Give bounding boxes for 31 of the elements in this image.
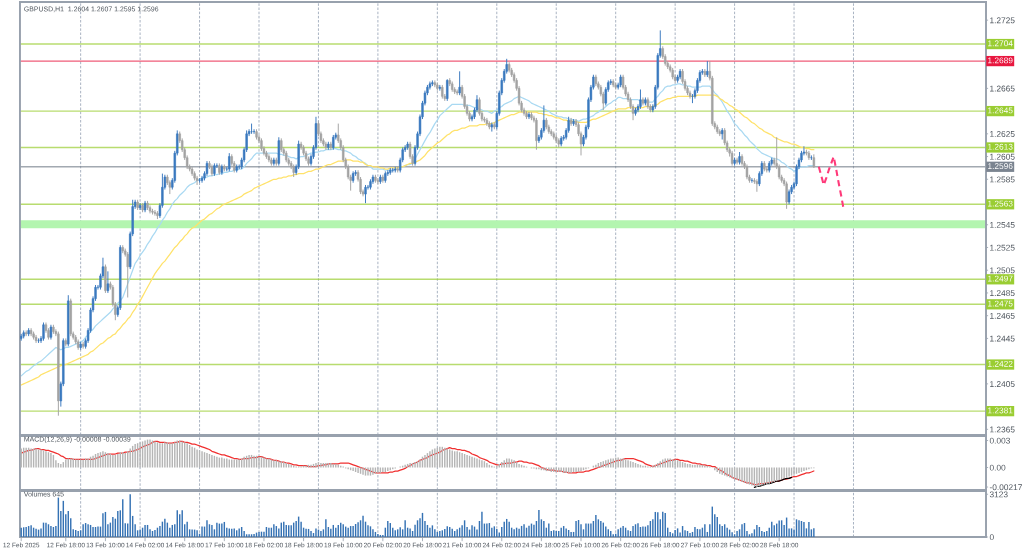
y-tick-label: 1.2625 <box>990 131 1015 137</box>
y-tick-label: 1.2585 <box>990 176 1015 183</box>
y-tick-label: 1.2545 <box>990 221 1015 228</box>
y-tick-label: 1.2665 <box>990 85 1015 92</box>
y-tick-label: 0 <box>989 534 994 541</box>
y-tick-label: 1.2525 <box>990 244 1015 251</box>
y-tick-label: 1.2405 <box>990 381 1015 387</box>
line-series <box>817 155 845 210</box>
y-tick-label: 0.003 <box>989 437 1010 444</box>
y-tick-label: 1.2365 <box>990 426 1015 433</box>
ref-line-label: 1.2497 <box>988 275 1013 282</box>
ref-line-label: 1.2596 <box>988 163 1013 170</box>
line-series <box>753 476 793 488</box>
y-tick-label: 1.2465 <box>990 312 1015 319</box>
y-tick-label: 0.00 <box>989 464 1006 471</box>
y-tick-label: 1.2485 <box>990 290 1015 297</box>
ref-line-label: 1.2689 <box>988 57 1013 64</box>
ref-line-label: 1.2422 <box>988 360 1013 367</box>
ref-line-label: 1.2475 <box>988 300 1013 307</box>
candlestick <box>126 251 129 298</box>
ref-line-label: 1.2381 <box>988 407 1013 414</box>
y-tick-label: 1.2445 <box>990 335 1015 342</box>
y-tick-label: -0.00217 <box>989 484 1022 491</box>
ref-line-label: 1.2563 <box>988 200 1013 207</box>
ref-line-label: 1.2704 <box>988 40 1013 47</box>
y-tick-label: 1.2725 <box>990 17 1015 24</box>
ref-line-label: 1.2613 <box>988 143 1013 150</box>
ref-line-label: 1.2645 <box>988 107 1013 114</box>
y-tick-label: 1.2505 <box>990 267 1015 274</box>
y-tick-label: 3123 <box>989 491 1008 498</box>
y-tick-label: 1.2605 <box>990 153 1015 160</box>
